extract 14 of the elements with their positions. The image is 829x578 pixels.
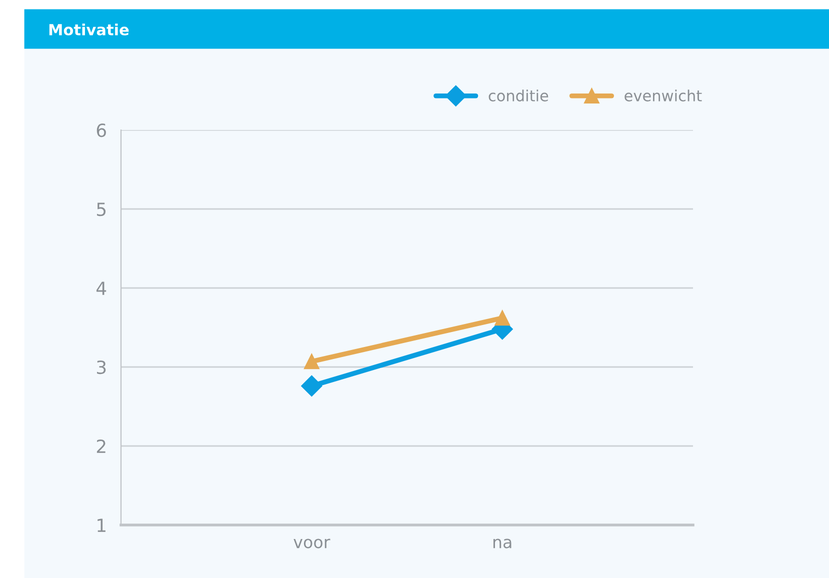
legend-label: conditie (488, 90, 548, 102)
y-tick-label: 5 (97, 202, 106, 216)
y-tick-label: 1 (98, 518, 106, 532)
y-tick-label: 6 (96, 123, 106, 138)
chart-title: Motivatie (49, 24, 129, 36)
y-tick-label: 2 (96, 439, 106, 453)
x-tick-label: voor (294, 538, 330, 548)
y-tick-label: 4 (96, 282, 106, 295)
point (304, 354, 320, 370)
point (301, 375, 322, 396)
x-tick-label: na (493, 538, 512, 548)
legend-label: evenwicht (624, 90, 702, 102)
point (494, 310, 510, 326)
y-tick-label: 3 (97, 360, 106, 374)
